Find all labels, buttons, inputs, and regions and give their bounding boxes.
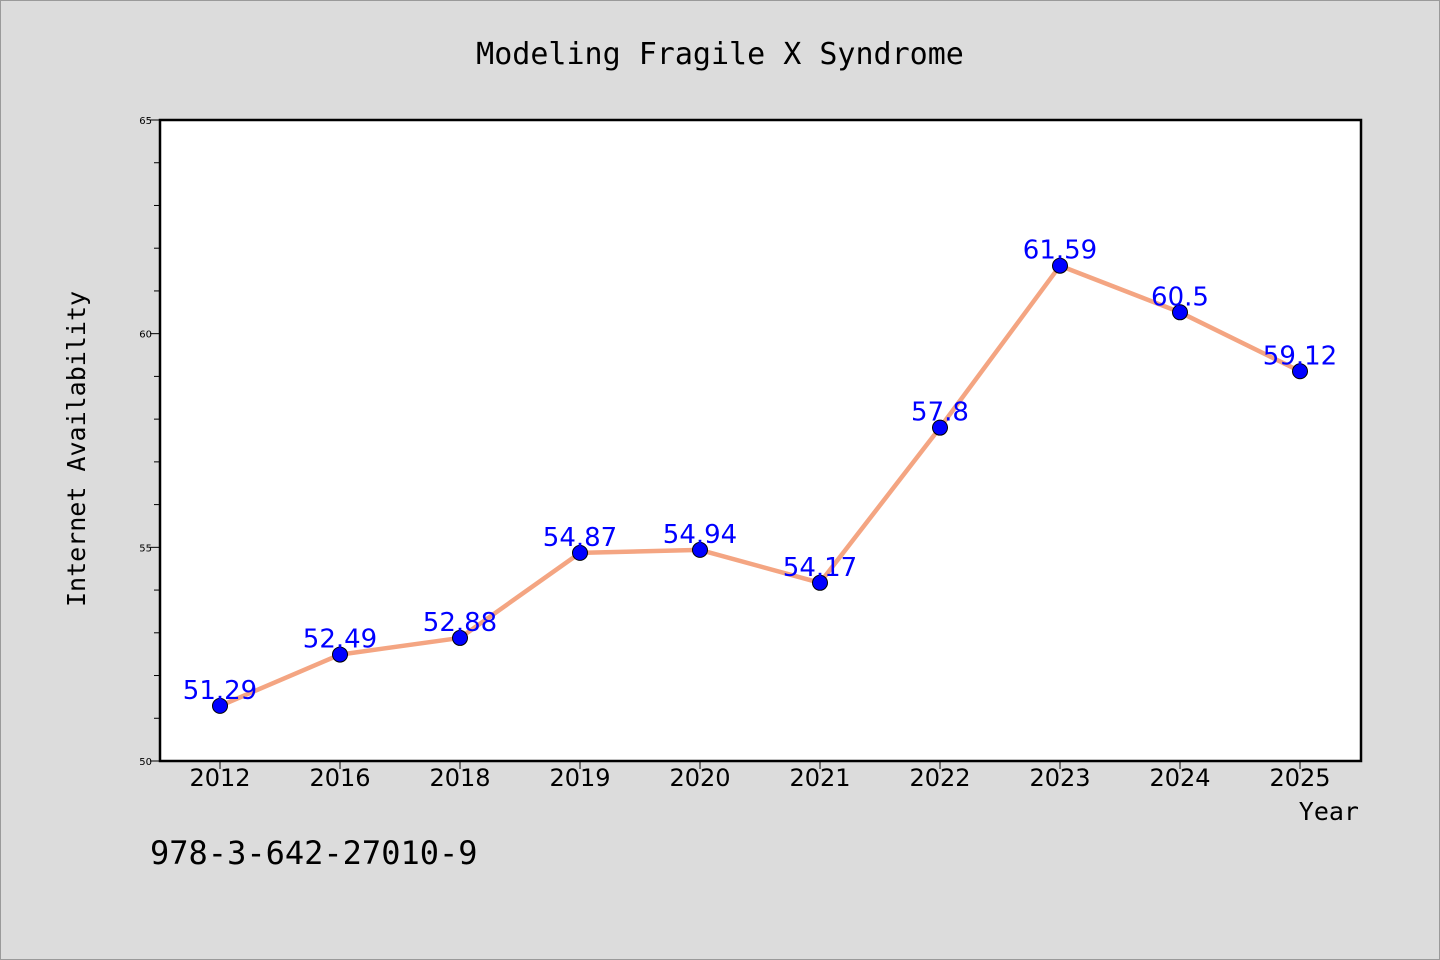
- x-tick-label: 2023: [1029, 764, 1090, 792]
- plot-area: [158, 118, 1363, 763]
- data-point: [932, 419, 948, 436]
- x-tick-label: 2019: [549, 764, 610, 792]
- data-label: 52.49: [303, 625, 377, 655]
- x-tick-label: 2020: [669, 764, 730, 792]
- data-point: [572, 544, 588, 561]
- data-point: [1052, 257, 1068, 274]
- isbn-annotation: 978-3-642-27010-9: [150, 834, 478, 872]
- data-labels: 51.29 52.49 52.88 54.87 54.94 54.17 57.8 61.59 6…: [183, 236, 1337, 706]
- x-tick-label: 2022: [909, 764, 970, 792]
- y-tick-label: 50: [139, 757, 152, 768]
- data-label: 57.8: [911, 398, 969, 428]
- y-tick-labels: 50 55 60 65: [139, 116, 160, 768]
- y-tick-label: 55: [139, 543, 152, 554]
- data-point: [1172, 304, 1188, 321]
- data-label: 61.59: [1023, 236, 1097, 266]
- y-tick-label: 60: [139, 330, 152, 341]
- chart-title: Modeling Fragile X Syndrome: [476, 37, 964, 72]
- x-tick-label: 2012: [189, 764, 250, 792]
- data-point: [452, 629, 468, 646]
- x-tick-label: 2024: [1149, 764, 1210, 792]
- series-group: 51.29 52.49 52.88 54.87 54.94 54.17 57.8 61.59 6…: [183, 236, 1337, 714]
- y-tick-label: 65: [139, 116, 152, 127]
- data-point: [692, 541, 708, 558]
- x-tick-label: 2018: [429, 764, 490, 792]
- x-axis-label: Year: [1299, 797, 1359, 826]
- x-tick-label: 2021: [789, 764, 850, 792]
- data-point: [812, 574, 828, 591]
- data-label: 52.88: [423, 608, 497, 638]
- data-label: 60.5: [1151, 282, 1209, 312]
- data-label: 54.94: [663, 520, 737, 550]
- data-label: 59.12: [1263, 341, 1337, 371]
- data-label: 54.87: [543, 523, 617, 553]
- data-point: [332, 646, 348, 663]
- markers: [212, 257, 1308, 714]
- data-label: 51.29: [183, 676, 257, 706]
- x-tick-label: 2016: [309, 764, 370, 792]
- data-point: [1292, 363, 1308, 380]
- y-axis-label: Internet Availability: [62, 291, 91, 607]
- data-point: [212, 697, 228, 714]
- x-tick-labels: 2012 2016 2018 2019 2020 2021 2022 2023 2024 2025: [189, 761, 1331, 792]
- x-tick-label: 2025: [1269, 764, 1330, 792]
- data-label: 54.17: [783, 553, 857, 583]
- series-line: [217, 263, 1303, 709]
- y-minor-ticks: [154, 162, 160, 719]
